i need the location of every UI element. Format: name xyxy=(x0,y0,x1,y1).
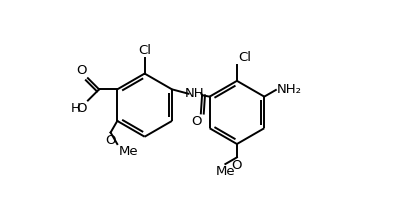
Text: Cl: Cl xyxy=(238,51,251,64)
Text: H: H xyxy=(70,102,80,115)
Text: O: O xyxy=(105,134,116,147)
Text: NH₂: NH₂ xyxy=(277,83,302,96)
Text: O: O xyxy=(191,115,202,128)
Text: Me: Me xyxy=(119,145,138,158)
Text: Me: Me xyxy=(216,165,235,178)
Text: O: O xyxy=(76,102,87,115)
Text: Cl: Cl xyxy=(138,44,151,57)
Text: O: O xyxy=(76,64,87,77)
Text: O: O xyxy=(232,159,242,172)
Text: NH: NH xyxy=(185,87,205,100)
